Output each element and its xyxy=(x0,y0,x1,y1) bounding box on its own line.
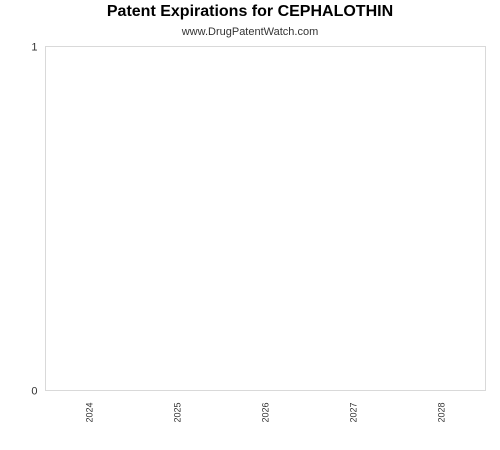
x-tick-label-2027: 2027 xyxy=(349,403,359,423)
x-axis-ticks: 2024 2025 2026 2027 2028 xyxy=(85,403,447,423)
y-tick-label-1: 1 xyxy=(31,42,37,54)
x-tick-label-2028: 2028 xyxy=(437,403,447,423)
chart-subtitle: www.DrugPatentWatch.com xyxy=(181,26,319,38)
x-tick-label-2024: 2024 xyxy=(85,403,95,423)
chart-title: Patent Expirations for CEPHALOTHIN xyxy=(106,3,394,20)
y-tick-label-0: 0 xyxy=(31,386,37,398)
x-tick-label-2026: 2026 xyxy=(261,403,271,423)
x-tick-label-2025: 2025 xyxy=(173,403,183,423)
y-axis-ticks: 01 xyxy=(31,42,37,398)
plot-area-frame xyxy=(45,46,486,391)
